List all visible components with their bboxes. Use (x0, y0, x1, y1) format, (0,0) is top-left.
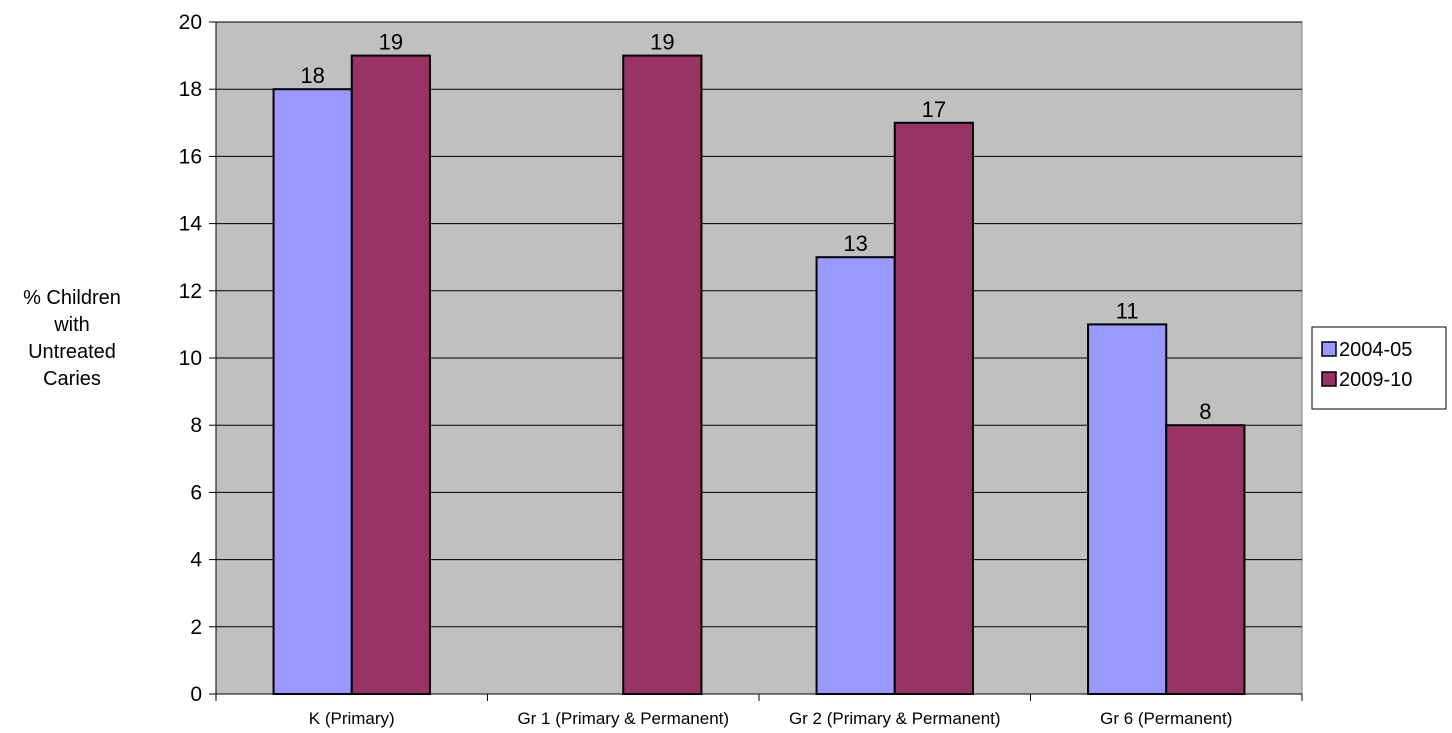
x-tick-label: K (Primary) (309, 709, 395, 728)
bar (350, 54, 431, 696)
bar (622, 54, 703, 696)
bar (272, 88, 353, 695)
y-axis-title-line: Caries (43, 368, 101, 390)
legend: 2004-05 2009-10 (1311, 326, 1447, 410)
y-tick-label: 0 (190, 683, 202, 706)
legend-label: 2009-10 (1339, 369, 1412, 391)
data-label: 19 (379, 30, 403, 55)
y-tick-label: 8 (190, 414, 202, 437)
y-tick-label: 20 (179, 11, 202, 34)
y-axis-title-line: with (53, 314, 90, 336)
bar (1087, 323, 1168, 695)
y-tick-label: 6 (190, 481, 202, 504)
y-tick-label: 14 (179, 213, 203, 236)
legend-label: 2004-05 (1339, 339, 1412, 361)
data-label: 8 (1199, 399, 1211, 424)
data-label: 11 (1116, 298, 1139, 323)
y-tick-label: 12 (179, 280, 202, 303)
data-label: 18 (300, 63, 324, 88)
y-tick-label: 16 (179, 145, 202, 168)
y-axis-title-line: Untreated (28, 341, 116, 363)
data-label: 19 (650, 30, 674, 55)
y-tick-label: 10 (179, 347, 202, 370)
plot-area: 0 2 4 6 8 10 12 14 16 18 20 18 19 K (Primary) 19 Gr 1 (… (179, 11, 1303, 728)
x-tick-label: Gr 6 (Permanent) (1100, 709, 1232, 728)
bar (815, 256, 896, 695)
legend-swatch (1321, 371, 1337, 387)
y-tick-label: 4 (190, 549, 202, 572)
y-tick-label: 18 (179, 78, 202, 101)
y-tick-label: 2 (190, 616, 202, 639)
y-axis-title-line: % Children (23, 287, 121, 309)
y-axis-title: % Children with Untreated Caries (23, 287, 121, 390)
legend-box (1311, 326, 1447, 410)
x-tick-label: Gr 2 (Primary & Permanent) (789, 709, 1001, 728)
bar (1165, 424, 1246, 695)
x-tick-label: Gr 1 (Primary & Permanent) (517, 709, 729, 728)
data-label: 13 (843, 231, 867, 256)
bar (893, 121, 974, 696)
legend-swatch (1321, 341, 1337, 357)
data-label: 17 (922, 97, 946, 122)
